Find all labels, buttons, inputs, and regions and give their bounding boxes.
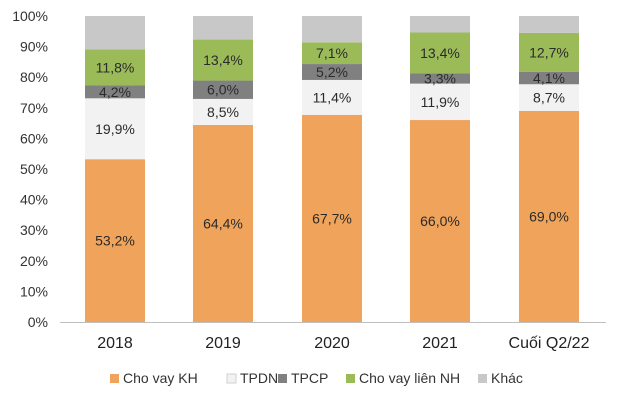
bar-segment [85,16,145,50]
data-label: 11,9% [421,94,460,110]
bar-segment [302,79,362,115]
bar-segment [302,114,362,322]
y-tick-label: 70% [20,100,48,116]
data-label: 7,1% [316,45,348,61]
data-label: 4,1% [533,70,565,86]
x-tick-label: 2020 [314,335,350,352]
data-label: 66,0% [420,213,460,229]
bar-segment [519,84,579,111]
data-label: 67,7% [312,210,352,226]
y-tick-label: 80% [20,69,48,85]
legend-label: Cho vay liên NH [359,370,460,386]
bar-segment [410,16,470,33]
legend: Cho vay KH TPDN TPCP Cho vay liên NH Khác [110,370,523,386]
legend-label: Cho vay KH [123,370,198,386]
data-label: 11,4% [313,89,352,105]
bar-segment [519,71,579,85]
y-tick-label: 30% [20,222,48,238]
legend-swatch [346,374,355,383]
y-tick-label: 20% [20,253,48,269]
bar-segment [193,16,253,40]
data-labels: 53,2% 19,9% 4,2% 11,8% 64,4% 8,5% 6,0% 13,4% 67,… [95,44,569,248]
x-tick-label: 2021 [422,335,458,352]
legend-swatch [226,373,237,384]
bar-segment [302,42,362,65]
data-label: 3,3% [424,71,456,87]
data-label: 11,8% [96,59,135,75]
y-tick-label: 0% [28,314,48,330]
bar-segment [519,32,579,72]
bar-segment [410,120,470,322]
bar-segment [193,80,253,99]
data-label: 12,7% [529,44,569,60]
x-tick-label: Cuối Q2/22 [509,335,590,352]
bar-segment [85,49,145,86]
data-label: 6,0% [207,82,239,98]
data-label: 53,2% [95,233,135,249]
data-label: 4,2% [99,84,131,100]
bar-segment [193,98,253,125]
bar-segment [302,16,362,43]
bar-segment [410,83,470,121]
bar-segment [302,64,362,80]
data-label: 8,7% [533,90,565,106]
bar-segment [410,32,470,74]
y-tick-label: 50% [20,161,48,177]
bar-segment [193,39,253,81]
data-label: 8,5% [207,104,239,120]
y-tick-label: 10% [20,283,48,299]
data-label: 5,2% [316,64,348,80]
bar-segment [85,98,145,160]
bar-segment [410,73,470,84]
bar-segment [519,16,579,33]
legend-swatch [110,374,119,383]
data-label: 69,0% [529,208,569,224]
bar-segment [85,85,145,99]
x-tick-label: 2019 [205,335,241,352]
legend-swatch [478,374,487,383]
x-axis: 2018 2019 2020 2021 Cuối Q2/22 [97,335,589,352]
legend-label: TPCP [291,370,328,386]
data-label: 13,4% [203,52,243,68]
data-label: 19,9% [95,121,135,137]
bar-segment [85,159,145,322]
legend-swatch [278,374,287,383]
y-tick-label: 90% [20,39,48,55]
y-axis: 0% 10% 20% 30% 40% 50% 60% 70% 80% 90% 100% [12,8,48,330]
data-label: 13,4% [420,45,460,61]
legend-label: TPDN [240,370,278,386]
bar-segment [193,124,253,322]
bar-segment [519,110,579,322]
legend-label: Khác [491,370,523,386]
data-label: 64,4% [203,215,243,231]
bars [85,16,579,322]
y-tick-label: 40% [20,192,48,208]
x-tick-label: 2018 [97,335,133,352]
y-tick-label: 100% [12,8,48,24]
y-tick-label: 60% [20,130,48,146]
